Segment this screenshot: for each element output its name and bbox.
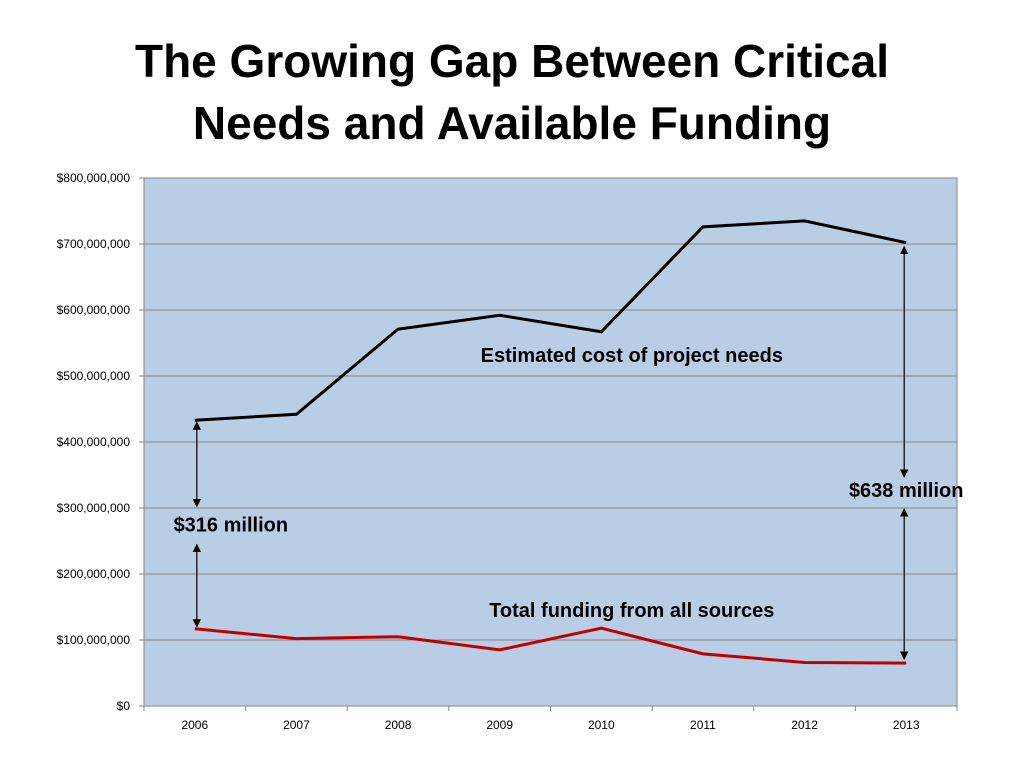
x-tick-label: 2012 bbox=[791, 718, 818, 732]
series-lines bbox=[194, 219, 907, 665]
gap-2013-label: $638 million bbox=[849, 480, 964, 502]
needs-series-line bbox=[194, 219, 907, 422]
y-tick-label: $400,000,000 bbox=[57, 435, 131, 449]
x-tick-label: 2007 bbox=[283, 718, 310, 732]
y-tick-label: $500,000,000 bbox=[57, 369, 131, 383]
slide-title: The Growing Gap Between Critical Needs a… bbox=[0, 30, 1024, 154]
gap-2006-label: $316 million bbox=[174, 515, 289, 537]
title-line-1: The Growing Gap Between Critical bbox=[134, 35, 889, 87]
x-tick-label: 2013 bbox=[893, 718, 920, 732]
funding-series-line bbox=[194, 626, 907, 665]
title-line-2: Needs and Available Funding bbox=[192, 97, 832, 149]
y-tick-label: $600,000,000 bbox=[57, 303, 131, 317]
x-tick-label: 2011 bbox=[690, 718, 716, 732]
gridlines bbox=[144, 177, 957, 641]
y-tick-label: $200,000,000 bbox=[57, 567, 131, 581]
funding-series-label: Total funding from all sources bbox=[489, 600, 774, 622]
y-tick-label: $0 bbox=[117, 699, 131, 713]
x-tick-label: 2010 bbox=[588, 718, 615, 732]
y-tick-label: $100,000,000 bbox=[57, 633, 131, 647]
x-tick-label: 2009 bbox=[486, 718, 513, 732]
annotations: Estimated cost of project needs Total fu… bbox=[174, 245, 964, 660]
axes: $0 $100,000,000 $200,000,000 $300,000,000 $4… bbox=[57, 171, 958, 732]
y-tick-label: $300,000,000 bbox=[57, 501, 131, 515]
y-tick-label: $700,000,000 bbox=[57, 237, 131, 251]
x-tick-label: 2006 bbox=[181, 718, 208, 732]
x-tick-label: 2008 bbox=[385, 718, 412, 732]
y-tick-label: $800,000,000 bbox=[57, 171, 131, 185]
needs-series-label: Estimated cost of project needs bbox=[481, 345, 783, 367]
